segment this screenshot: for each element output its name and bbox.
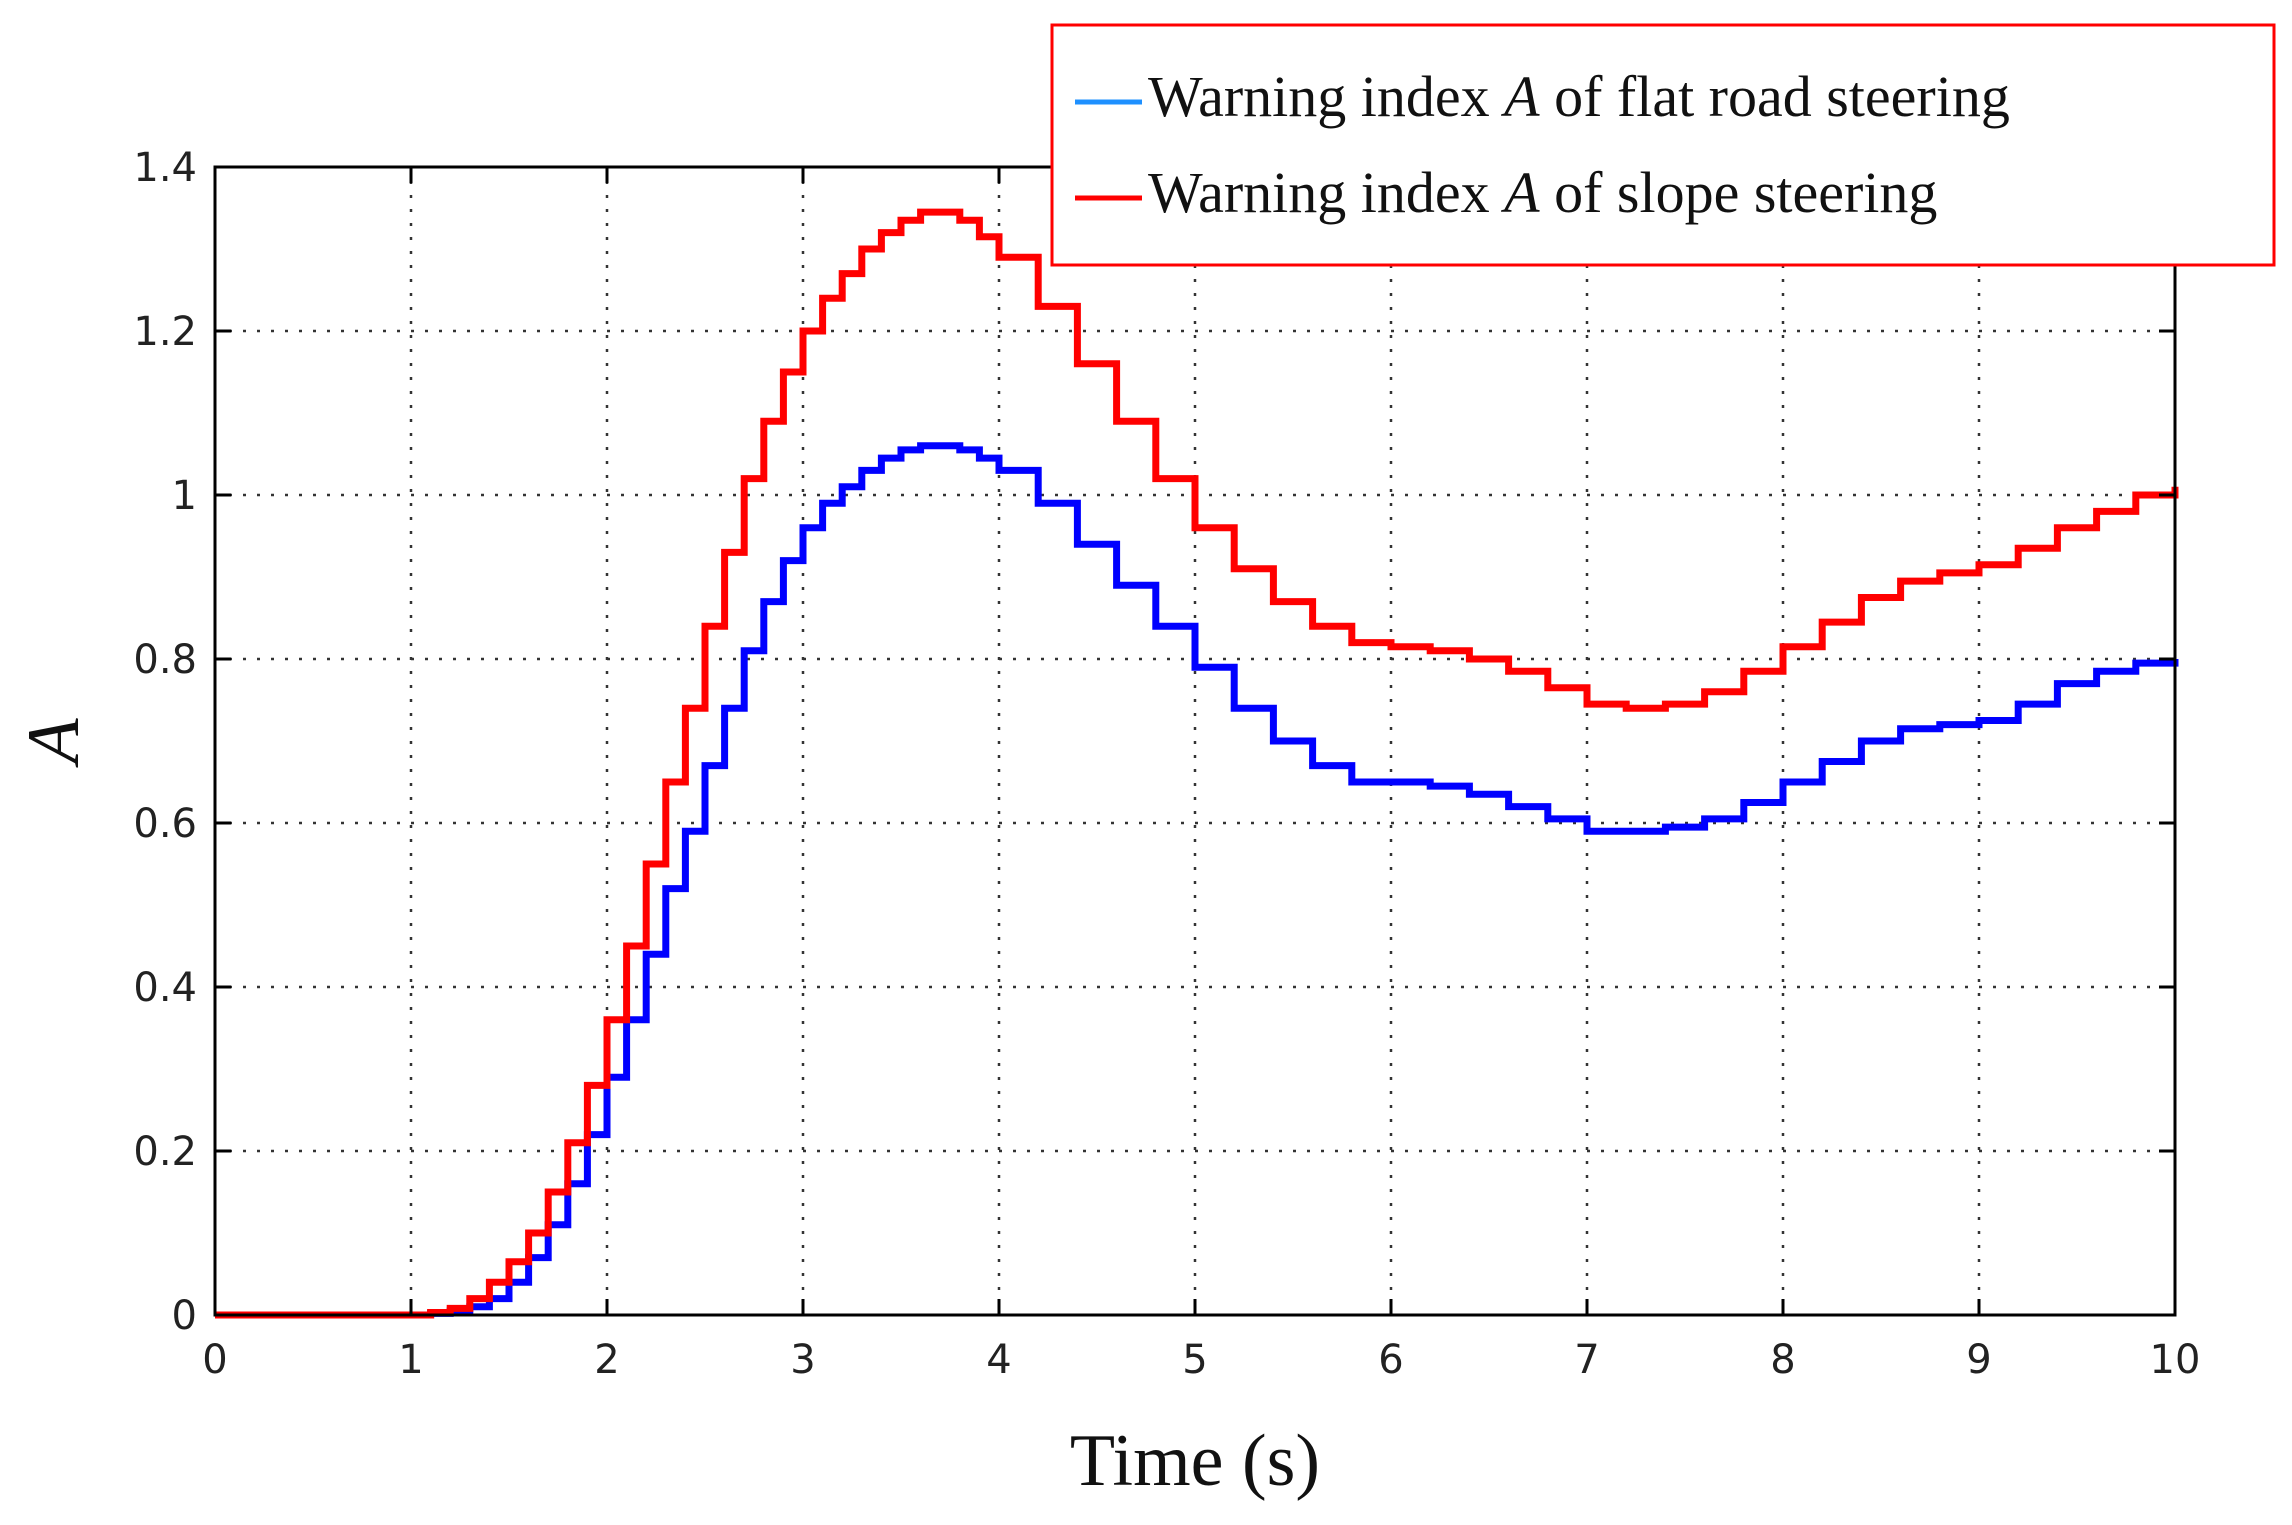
x-tick-label-7: 7: [1574, 1337, 1599, 1383]
legend-entry-flat-road-suffix: of flat road steering: [1540, 64, 2010, 129]
legend-entry-flat-road-prefix: Warning index: [1148, 64, 1504, 129]
tick-labels: 0 1 2 3 4 5 6 7 8 9 10 0 0.2 0.4 0.6 0.8 1 1.2 1.4: [133, 145, 2200, 1383]
x-tick-label-6: 6: [1378, 1337, 1403, 1383]
legend-entry-flat-road: Warning index A of flat road steering: [1148, 64, 2010, 129]
x-tick-label-8: 8: [1770, 1337, 1795, 1383]
legend-entry-flat-road-var: A: [1500, 64, 1540, 129]
legend: Warning index A of flat road steering Wa…: [1050, 23, 2276, 267]
x-tick-label-3: 3: [790, 1337, 815, 1383]
x-tick-label-10: 10: [2150, 1337, 2201, 1383]
series-layer: [215, 208, 2179, 1319]
y-tick-label-1: 0.2: [133, 1129, 197, 1175]
series-line-slope: [215, 208, 2179, 1319]
y-tick-label-5: 1: [172, 473, 197, 519]
x-tick-label-1: 1: [398, 1337, 423, 1383]
x-tick-label-2: 2: [594, 1337, 619, 1383]
legend-entry-slope: Warning index A of slope steering: [1148, 160, 1937, 225]
x-tick-label-5: 5: [1182, 1337, 1207, 1383]
y-tick-label-4: 0.8: [133, 637, 197, 683]
legend-entry-slope-var: A: [1500, 160, 1540, 225]
x-tick-label-9: 9: [1966, 1337, 1991, 1383]
y-tick-label-7: 1.4: [133, 145, 197, 191]
x-axis-label: Time (s): [1070, 1420, 1320, 1502]
grid: [215, 167, 2175, 1315]
x-tick-label-4: 4: [986, 1337, 1011, 1383]
x-tick-label-0: 0: [202, 1337, 227, 1383]
y-tick-label-2: 0.4: [133, 965, 197, 1011]
y-tick-label-6: 1.2: [133, 309, 197, 355]
y-tick-label-3: 0.6: [133, 801, 197, 847]
y-tick-label-0: 0: [172, 1293, 197, 1339]
legend-entry-slope-suffix: of slope steering: [1540, 160, 1938, 225]
y-axis-label: A: [13, 718, 95, 769]
legend-entry-slope-prefix: Warning index: [1148, 160, 1504, 225]
series-line-flat-road: [215, 442, 2179, 1319]
legend-box: [1050, 23, 2276, 267]
